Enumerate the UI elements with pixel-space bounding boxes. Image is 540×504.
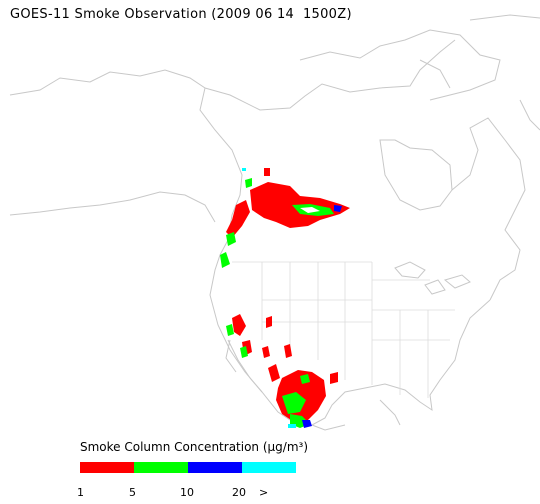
legend-title: Smoke Column Concentration (μg/m³) — [80, 440, 308, 454]
legend-tick-greater: > — [259, 486, 269, 499]
arctic-coast — [204, 39, 456, 111]
legend-tick-10: 10 — [180, 486, 194, 499]
baja-peninsula — [225, 339, 263, 393]
hudson-bay — [379, 139, 453, 211]
legend-tick-20: 20 — [232, 486, 246, 499]
us-east-gulf-coast — [311, 299, 491, 426]
legend-swatch-1-5 — [80, 462, 134, 473]
smoke-baja-california — [226, 314, 292, 358]
alaska-coast — [9, 69, 291, 421]
central-america — [311, 399, 401, 431]
coastlines — [9, 14, 540, 431]
state-borders — [232, 261, 455, 398]
great-lakes — [394, 261, 471, 295]
legend-swatch-5-10 — [134, 462, 188, 473]
map-title: GOES-11 Smoke Observation (2009 06 14 15… — [10, 7, 352, 22]
alaska-south-coast — [9, 191, 216, 223]
arctic-islands — [299, 29, 501, 101]
smoke-western-canada — [226, 168, 350, 246]
east-canada-coast — [451, 117, 526, 301]
legend-tick-1: 1 — [77, 486, 84, 499]
smoke-bc-coast — [220, 252, 230, 268]
greenland — [469, 14, 540, 131]
legend-color-bar — [80, 462, 296, 473]
smoke-mexico — [268, 364, 338, 428]
legend-tick-5: 5 — [129, 486, 136, 499]
legend-swatch-20-plus — [242, 462, 296, 473]
legend-swatch-10-20 — [188, 462, 242, 473]
